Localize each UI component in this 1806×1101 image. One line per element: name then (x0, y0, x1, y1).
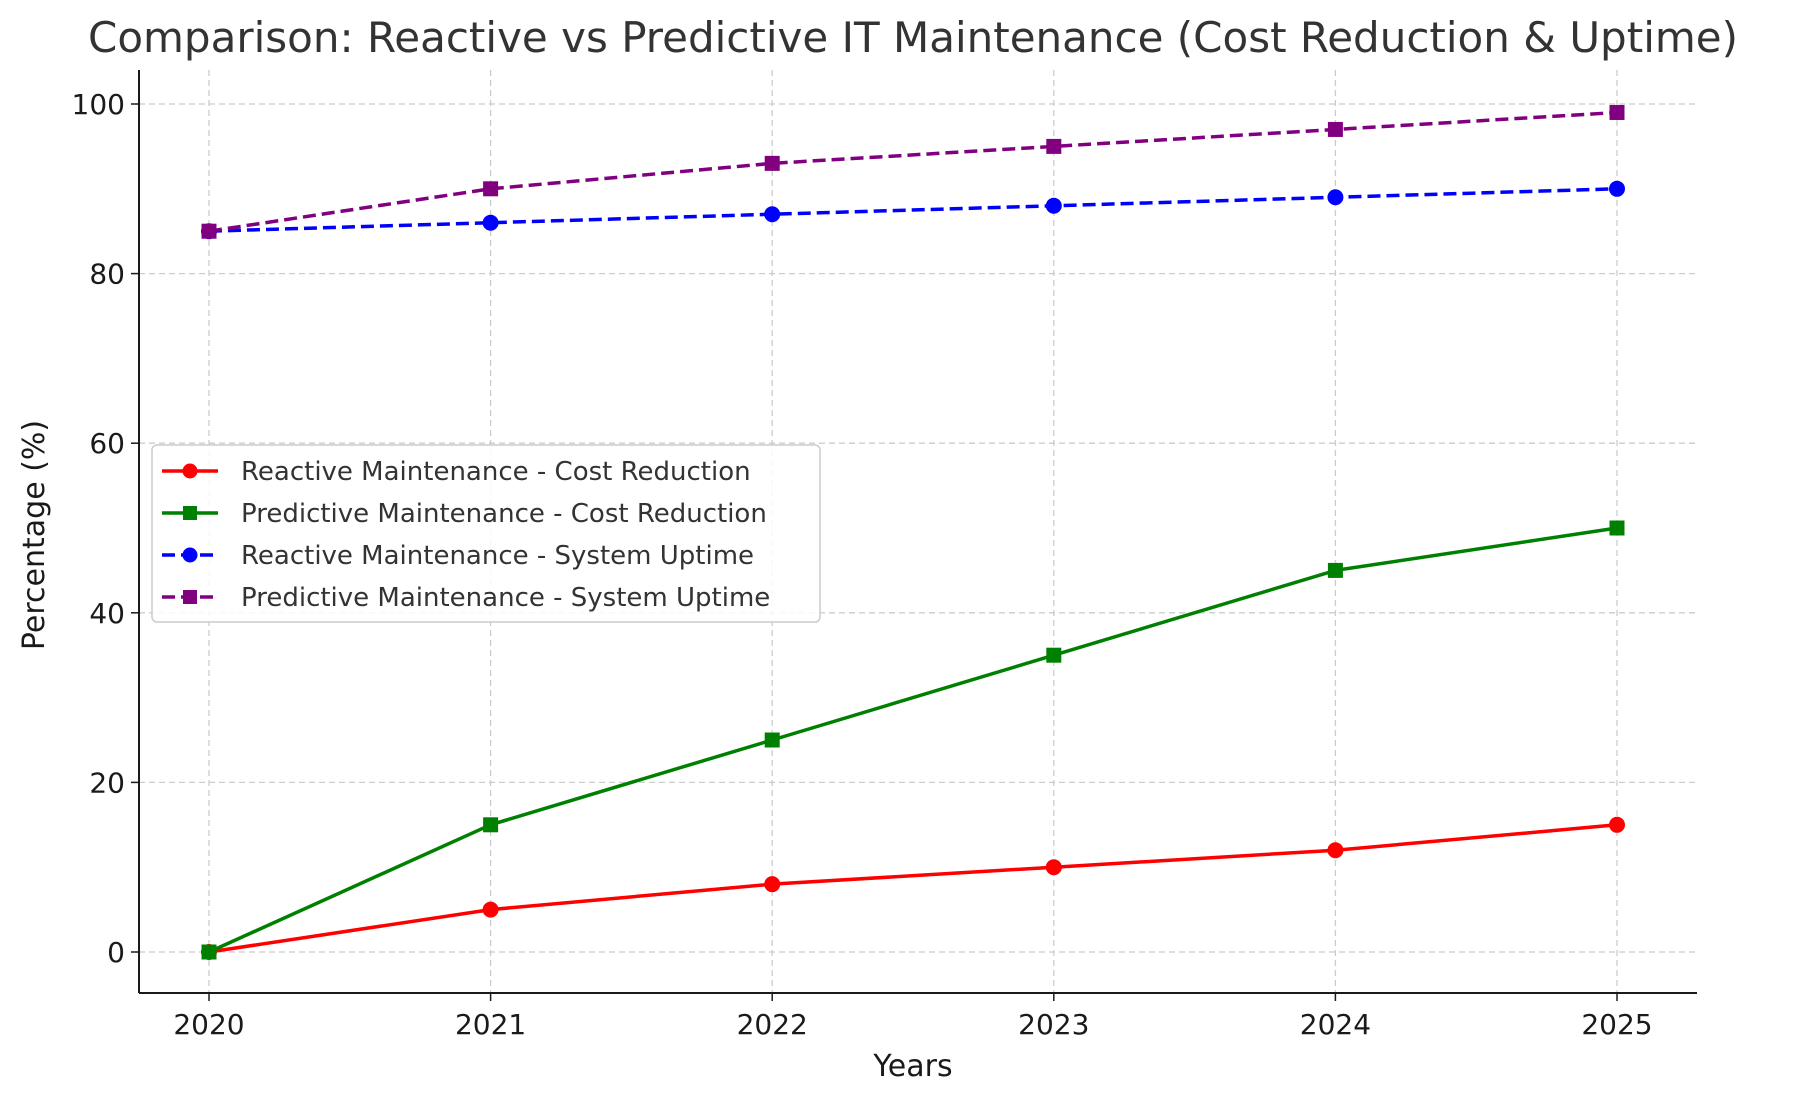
data-point (764, 876, 781, 893)
x-tick-label: 2020 (173, 1008, 244, 1041)
series-group (201, 104, 1625, 960)
data-point (1327, 842, 1344, 859)
x-axis-ticks: 2020 2021 2022 2023 2024 2025 (173, 993, 1653, 1041)
data-point (482, 901, 499, 918)
legend-label: Reactive Maintenance - Cost Reduction (241, 457, 751, 487)
x-tick-label: 2023 (1018, 1008, 1089, 1041)
legend-item: Reactive Maintenance - Cost Reduction (162, 457, 751, 487)
data-point (1046, 647, 1062, 663)
x-tick-label: 2025 (1581, 1008, 1652, 1041)
y-tick-label: 0 (107, 936, 125, 969)
chart-title: Comparison: Reactive vs Predictive IT Ma… (88, 13, 1738, 62)
legend-box (151, 444, 821, 623)
data-point (1327, 121, 1343, 137)
legend-marker (183, 590, 197, 604)
data-point (483, 181, 499, 197)
data-point (201, 944, 217, 960)
data-point (764, 732, 780, 748)
y-axis-ticks: 0 20 40 60 80 100 (72, 88, 139, 969)
series-4 (201, 104, 1625, 239)
series-1 (201, 816, 1625, 960)
series-2 (201, 520, 1625, 960)
axes (138, 70, 1697, 994)
data-point (1609, 520, 1625, 536)
series-line (208, 110, 1618, 233)
x-tick-label: 2022 (737, 1008, 808, 1041)
data-point (482, 214, 499, 231)
series-line (208, 823, 1618, 954)
legend-label: Reactive Maintenance - System Uptime (241, 541, 754, 571)
x-tick-label: 2024 (1300, 1008, 1371, 1041)
legend-marker (183, 506, 197, 520)
legend: Reactive Maintenance - Cost Reduction Pre… (151, 444, 821, 623)
data-point (764, 206, 781, 223)
data-point (764, 155, 780, 171)
data-point (1045, 197, 1062, 214)
data-point (1609, 816, 1625, 833)
series-line (208, 526, 1618, 954)
legend-label: Predictive Maintenance - Cost Reduction (241, 499, 767, 529)
legend-marker (182, 463, 198, 479)
y-axis-label: Percentage (%) (17, 420, 52, 650)
x-tick-label: 2021 (455, 1008, 526, 1041)
data-point (1046, 138, 1062, 154)
data-point (1327, 562, 1343, 578)
y-tick-label: 20 (89, 766, 125, 799)
data-point (1609, 180, 1625, 197)
series-line (208, 187, 1618, 233)
legend-label: Predictive Maintenance - System Uptime (241, 583, 770, 613)
data-point (1045, 859, 1062, 876)
legend-item: Predictive Maintenance - Cost Reduction (162, 499, 767, 529)
y-tick-label: 60 (89, 427, 125, 460)
series-3 (201, 180, 1625, 240)
data-point (201, 223, 217, 239)
data-point (1327, 189, 1344, 206)
data-point (1609, 104, 1625, 120)
x-axis-label: Years (872, 1049, 952, 1084)
legend-item: Predictive Maintenance - System Uptime (162, 583, 770, 613)
y-tick-label: 100 (72, 88, 125, 121)
y-tick-label: 80 (89, 258, 125, 291)
y-tick-label: 40 (89, 597, 125, 630)
legend-item: Reactive Maintenance - System Uptime (162, 541, 754, 571)
legend-marker (182, 547, 198, 563)
data-point (483, 817, 499, 833)
